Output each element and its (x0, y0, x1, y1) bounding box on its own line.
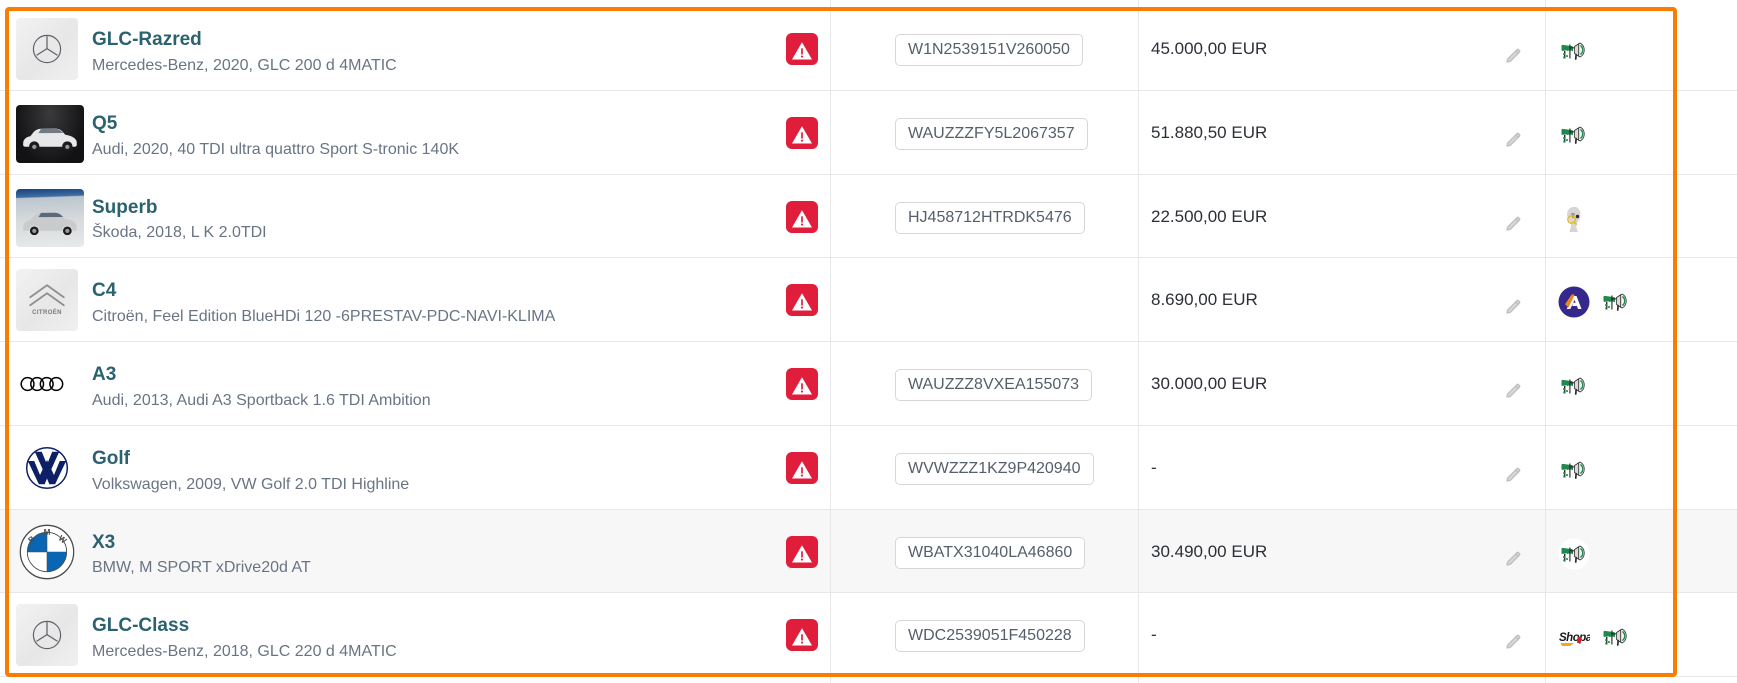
svg-text:Shopa: Shopa (1559, 632, 1590, 644)
svg-text:CITROËN: CITROËN (32, 309, 62, 316)
svg-text:M: M (44, 528, 51, 537)
